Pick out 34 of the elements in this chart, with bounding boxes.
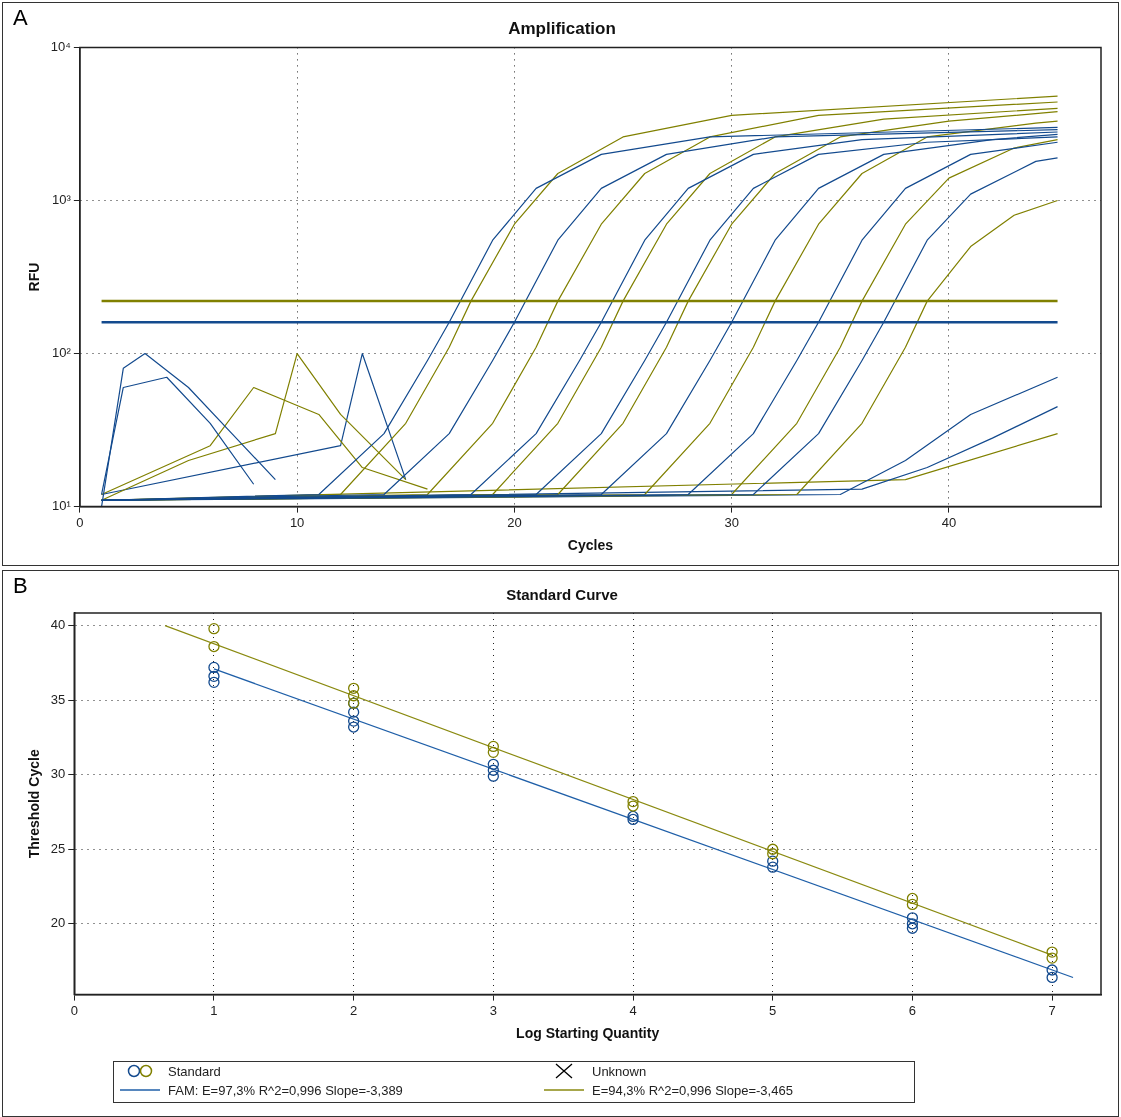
y-tick-label: 10³ xyxy=(52,192,72,208)
text: A xyxy=(13,5,28,31)
x-tick-label: 40 xyxy=(941,514,957,530)
chart-title: Standard Curve xyxy=(506,586,618,604)
x-axis-title: Cycles xyxy=(567,537,614,554)
x-tick-label: 5 xyxy=(769,1002,777,1018)
y-tick-label: 20 xyxy=(50,915,66,931)
x-tick-label: 4 xyxy=(629,1002,637,1018)
x-tick-label: 0 xyxy=(76,514,84,530)
legend-label: E=94,3% R^2=0,996 Slope=-3,465 xyxy=(592,1082,793,1098)
legend-label: FAM: E=97,3% R^2=0,996 Slope=-3,389 xyxy=(168,1082,403,1098)
x-tick-label: 2 xyxy=(350,1002,358,1018)
x-tick-label: 3 xyxy=(489,1002,497,1018)
x-tick-label: 0 xyxy=(70,1002,78,1018)
legend-label: Standard xyxy=(168,1063,221,1079)
y-tick-label: 10¹ xyxy=(52,498,72,514)
y-tick-label: 40 xyxy=(50,617,66,633)
x-tick-label: 6 xyxy=(908,1002,917,1018)
x-tick-label: 10 xyxy=(289,514,305,530)
y-axis-title: Threshold Cycle xyxy=(26,749,43,859)
chart-title: Amplification xyxy=(508,18,616,38)
x-axis-title: Log Starting Quantity xyxy=(516,1025,660,1042)
y-tick-label: 10⁴ xyxy=(50,38,71,54)
x-tick-label: 7 xyxy=(1048,1002,1056,1018)
legend-label: Unknown xyxy=(592,1063,647,1079)
x-tick-label: 20 xyxy=(507,514,522,530)
y-tick-label: 10² xyxy=(52,345,72,361)
x-tick-label: 1 xyxy=(210,1002,218,1018)
y-tick-label: 25 xyxy=(50,840,66,856)
y-tick-label: 30 xyxy=(50,766,66,782)
y-axis-title: RFU xyxy=(26,262,43,292)
text: B xyxy=(13,573,28,599)
y-tick-label: 35 xyxy=(50,691,66,707)
x-tick-label: 30 xyxy=(724,514,739,530)
